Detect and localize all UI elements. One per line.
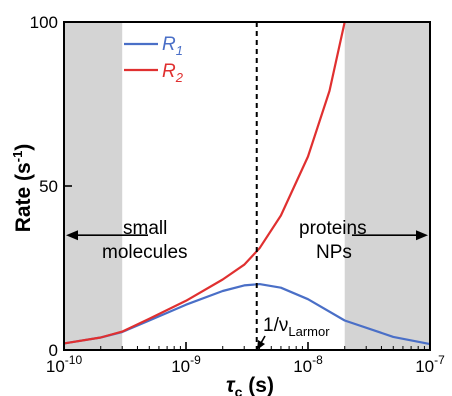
axis-ticks: 10-10 10-9 10-8 10-7 0 50 100: [30, 13, 445, 376]
shaded-region-0: [64, 22, 123, 350]
annotation-proteins-nps: proteins NPs: [299, 218, 428, 263]
shaded-region-1: [344, 22, 430, 350]
arrow-right-head: [416, 230, 428, 241]
legend-label-r1: R1: [162, 34, 183, 58]
larmor-label: 1/νLarmor: [257, 315, 330, 350]
y-tick-label-1: 50: [39, 177, 58, 196]
annotation-proteins-text: proteins: [299, 218, 367, 239]
x-tick-label-2: 10-8: [293, 353, 323, 376]
series-line-r2: [63, 21, 346, 345]
y-axis-title: Rate (s-1): [10, 144, 35, 233]
arrow-left-head: [66, 230, 78, 241]
x-tick-label-3: 10-7: [415, 353, 445, 376]
annotation-nps-text: NPs: [316, 242, 352, 263]
y-tick-label-0: 0: [49, 341, 58, 360]
x-axis-title: τc (s): [226, 374, 274, 396]
legend-label-r2: R2: [162, 61, 184, 85]
legend: R1 R2: [124, 34, 184, 85]
shaded-regions: [64, 22, 430, 350]
x-tick-label-1: 10-9: [171, 353, 201, 376]
series-lines: [63, 21, 431, 346]
annotation-small-molecules: small molecules: [66, 218, 188, 263]
larmor-arrow: [260, 335, 266, 344]
larmor-arrow-head: [257, 340, 265, 350]
annotation-small-text: small: [123, 218, 167, 239]
larmor-label-text: 1/νLarmor: [263, 315, 330, 339]
annotation-molecules-text: molecules: [102, 242, 188, 263]
x-tick-label-0: 10-10: [46, 353, 83, 376]
y-tick-label-2: 100: [30, 13, 58, 32]
